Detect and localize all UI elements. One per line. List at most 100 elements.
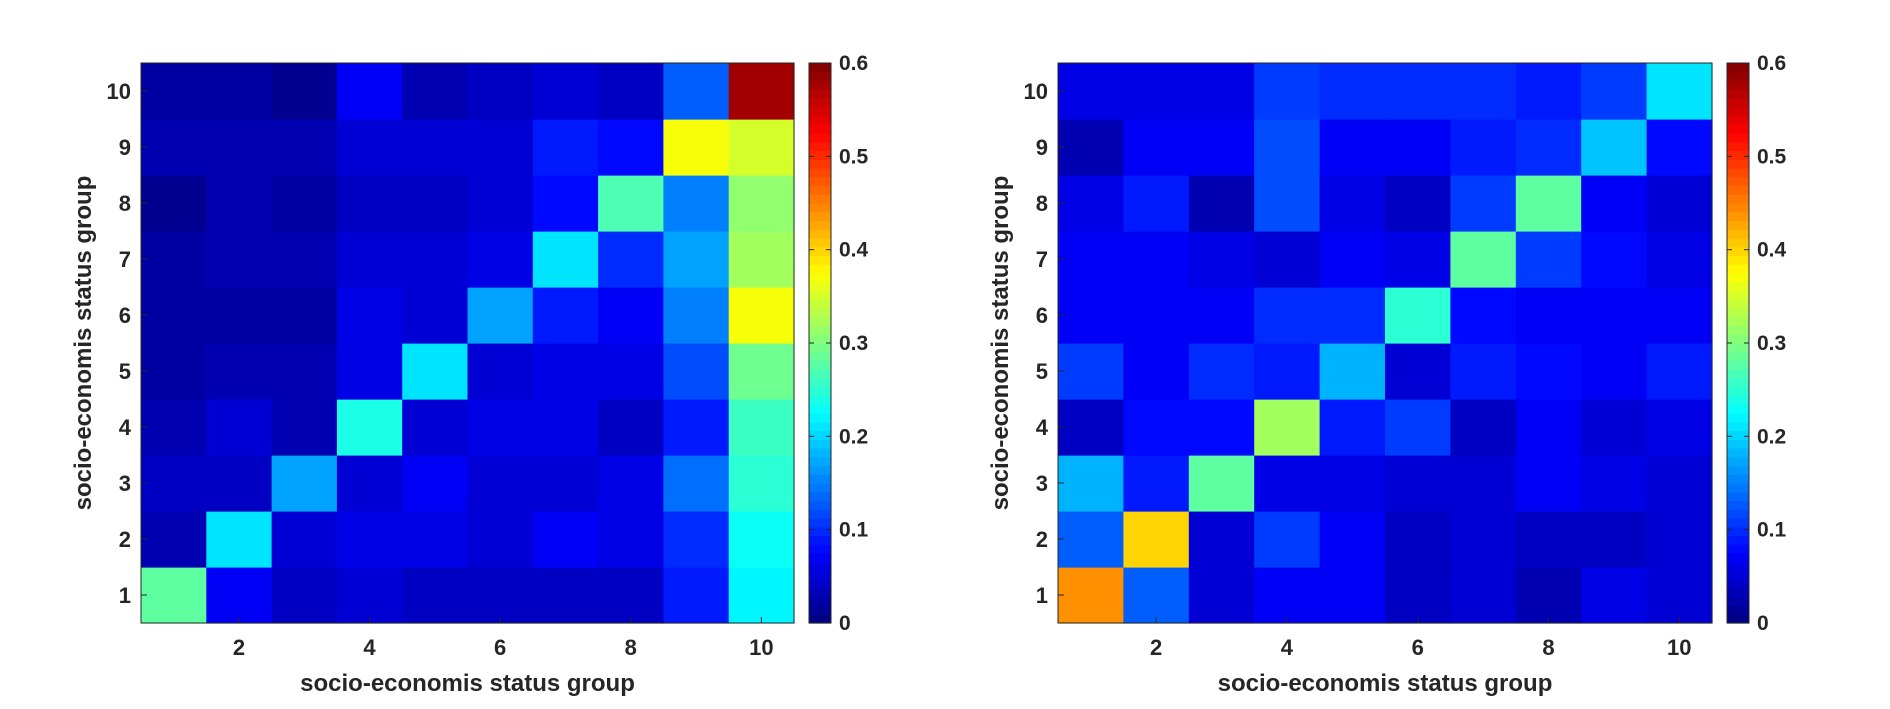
chart2-cell-5-1 xyxy=(1058,343,1124,400)
chart1-ylabel: socio-economis status group xyxy=(70,176,97,511)
chart1-cell-5-6 xyxy=(467,343,534,400)
chart2-colorbar-step xyxy=(1727,553,1749,563)
chart1-ytick-label: 8 xyxy=(119,191,131,216)
chart2-cell-10-10 xyxy=(1646,63,1713,120)
chart2-colorbar-step xyxy=(1727,588,1749,598)
chart2-cell-3-2 xyxy=(1123,455,1190,512)
chart1-cell-7-2 xyxy=(206,231,273,288)
chart2-cell-7-9 xyxy=(1581,231,1648,288)
chart2-cell-2-9 xyxy=(1581,511,1648,568)
chart1-cell-4-7 xyxy=(532,399,599,456)
chart2-colorbar-step xyxy=(1727,133,1749,143)
chart2-cell-1-7 xyxy=(1450,567,1517,624)
chart2-ytick-label: 4 xyxy=(1036,415,1049,440)
chart2-cell-1-9 xyxy=(1581,567,1648,624)
chart1-colorbar-step xyxy=(809,500,831,510)
chart1-cell-6-3 xyxy=(271,287,338,344)
chart1-xtick-label: 4 xyxy=(363,635,376,660)
chart1-colorbar-step xyxy=(809,308,831,318)
chart1-colorbar-step xyxy=(809,456,831,467)
chart2-colorbar-step xyxy=(1727,404,1749,414)
chart2-cell-2-5 xyxy=(1319,511,1386,568)
chart1-cell-9-8 xyxy=(598,119,664,176)
chart1-cell-4-5 xyxy=(402,399,469,456)
chart2-cell-8-5 xyxy=(1319,175,1386,232)
chart1-colorbar-step xyxy=(809,553,831,563)
chart2-cell-2-6 xyxy=(1385,511,1451,568)
chart2-cell-8-4 xyxy=(1254,175,1321,232)
chart1-colorbar-step xyxy=(809,579,831,589)
chart1-cell-2-3 xyxy=(271,511,338,568)
chart2-colorbar-step xyxy=(1727,343,1749,353)
chart2-colorbar-step xyxy=(1727,255,1749,265)
chart1-cell-1-7 xyxy=(532,567,599,624)
chart2-cell-4-10 xyxy=(1646,399,1713,456)
chart2-cell-10-4 xyxy=(1254,63,1321,120)
chart2-colorbar-step xyxy=(1727,176,1749,187)
chart2-cell-9-2 xyxy=(1123,119,1190,176)
chart2-cell-6-7 xyxy=(1450,287,1517,344)
chart1-colorbar-step xyxy=(809,614,831,624)
chart2-cell-7-6 xyxy=(1385,231,1451,288)
chart1-cell-5-1 xyxy=(141,343,207,400)
chart2-colorbar-step xyxy=(1727,106,1749,117)
chart2-colorbar-step xyxy=(1727,483,1749,493)
chart1-cell-10-6 xyxy=(467,63,534,120)
chart2-colorbar-step xyxy=(1727,281,1749,292)
chart1-cell-8-8 xyxy=(598,175,664,232)
chart2-colorbar-step xyxy=(1727,238,1749,248)
chart1-cell-7-10 xyxy=(728,231,795,288)
chart2-cell-6-10 xyxy=(1646,287,1713,344)
chart1-colorbar-step xyxy=(809,421,831,432)
chart1-cell-1-9 xyxy=(663,567,730,624)
chart1-cell-1-2 xyxy=(206,567,273,624)
chart2-colorbar-step xyxy=(1727,439,1749,449)
chart2-cell-6-2 xyxy=(1123,287,1190,344)
chart1-cell-6-4 xyxy=(336,287,403,344)
chart2-cell-3-3 xyxy=(1188,455,1255,512)
chart1-colorbar-step xyxy=(809,211,831,222)
chart1-cell-5-2 xyxy=(206,343,273,400)
chart2-cell-9-5 xyxy=(1319,119,1386,176)
chart1-cell-3-1 xyxy=(141,455,207,512)
chart1-cell-9-5 xyxy=(402,119,469,176)
chart2-colorbar-step xyxy=(1727,561,1749,572)
chart1-colorbar: 0 0.1 0.2 0.3 0.4 0.5 0.6 xyxy=(808,52,869,635)
chart2-colorbar-step xyxy=(1727,421,1749,432)
chart1-cell-6-1 xyxy=(141,287,207,344)
chart1-cell-4-6 xyxy=(467,399,534,456)
chart1-cell-8-6 xyxy=(467,175,534,232)
chart1-cell-2-8 xyxy=(598,511,664,568)
chart2-cell-3-1 xyxy=(1058,455,1124,512)
chart1-cell-1-6 xyxy=(467,567,534,624)
chart2-xtick-label: 6 xyxy=(1412,635,1424,660)
chart2-ylabel: socio-economis status group xyxy=(987,176,1014,511)
chart1-cell-3-8 xyxy=(598,455,664,512)
chart1-cell-7-8 xyxy=(598,231,664,288)
chart2-cell-2-7 xyxy=(1450,511,1517,568)
chart1-colorbar-step xyxy=(809,526,831,537)
chart2-colorbar-step xyxy=(1727,141,1749,152)
chart1-cell-3-4 xyxy=(336,455,403,512)
chart1-cell-1-10 xyxy=(728,567,795,624)
chart2-colorbar-step xyxy=(1727,80,1749,90)
chart1-colorbar-step xyxy=(809,334,831,344)
chart1-colorbar-step xyxy=(809,176,831,187)
chart2-cell-1-2 xyxy=(1123,567,1190,624)
chart2-cell-4-9 xyxy=(1581,399,1648,456)
chart1-colorbar-step xyxy=(809,106,831,117)
chart1-ytick-label: 1 xyxy=(119,583,131,608)
chart2-ytick-label: 2 xyxy=(1036,527,1048,552)
chart1-xtick-label: 10 xyxy=(749,635,773,660)
chart2-colorbar-step xyxy=(1727,369,1749,379)
chart2-cell-7-1 xyxy=(1058,231,1124,288)
chart1-colorbar-step xyxy=(809,570,831,580)
chart2-cell-5-5 xyxy=(1319,343,1386,400)
chart1-cell-10-8 xyxy=(598,63,664,120)
chart2-cell-10-8 xyxy=(1515,63,1582,120)
chart1-cell-10-4 xyxy=(336,63,403,120)
chart1-cell-3-10 xyxy=(728,455,795,512)
chart2-cell-10-3 xyxy=(1188,63,1255,120)
chart1-colorbar-step xyxy=(809,141,831,152)
